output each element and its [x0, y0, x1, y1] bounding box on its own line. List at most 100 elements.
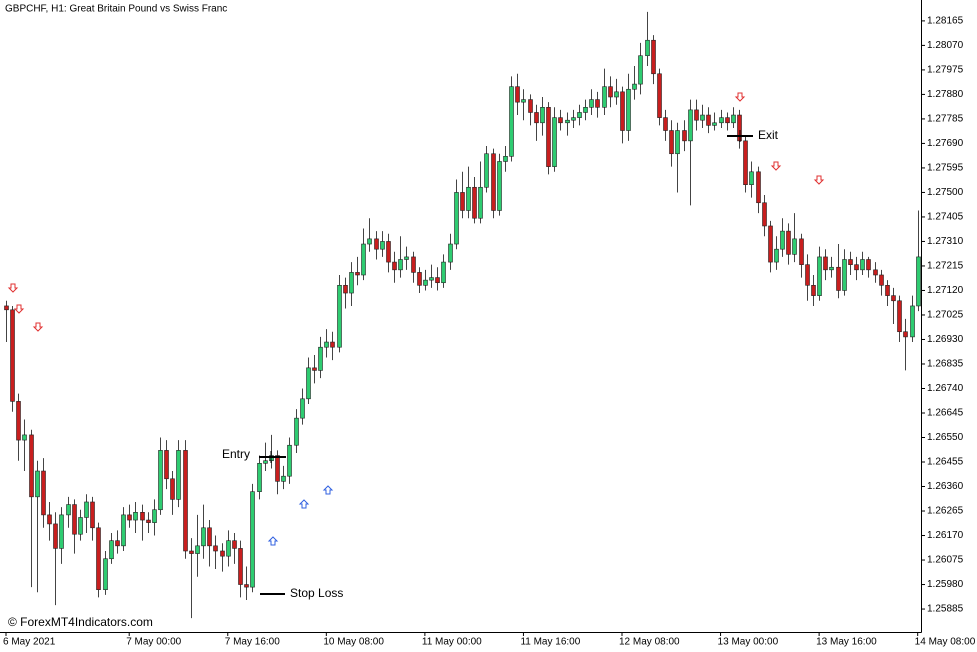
y-tick-label: 1.27310: [927, 236, 964, 247]
candle-body: [503, 156, 508, 162]
candle-body: [423, 279, 428, 286]
x-tick-label: 11 May 00:00: [422, 637, 482, 648]
candle-body: [78, 517, 83, 535]
candle-body: [743, 140, 748, 185]
candle-body: [90, 501, 95, 529]
candle-body: [780, 230, 785, 250]
candle-body: [786, 230, 791, 255]
candle-body: [491, 153, 496, 211]
candle-body: [472, 186, 477, 219]
candle-body: [891, 295, 896, 302]
y-tick-label: 1.28165: [927, 16, 964, 27]
x-tick-label: 13 May 00:00: [718, 637, 779, 648]
candle-body: [226, 540, 231, 557]
candle-body: [158, 450, 163, 511]
candle-body: [207, 527, 212, 547]
y-tick-label: 1.27215: [927, 261, 964, 272]
candle-body: [146, 519, 151, 523]
y-tick-label: 1.27405: [927, 212, 964, 223]
candle-body: [460, 192, 465, 211]
candle-body: [170, 478, 175, 500]
candle-body: [620, 91, 625, 131]
candle-body: [817, 256, 822, 296]
candle-body: [903, 331, 908, 338]
sell-arrows: [7, 92, 825, 332]
candle-body: [534, 112, 539, 124]
sell-arrow: [813, 175, 825, 185]
x-tick-label: 11 May 16:00: [520, 637, 580, 648]
candle-body: [571, 117, 576, 121]
x-tick-label: 14 May 08:00: [915, 637, 976, 648]
x-tick-label: 12 May 08:00: [619, 637, 680, 648]
candle-body: [392, 261, 397, 271]
candle-body: [558, 117, 563, 124]
candle-body: [540, 107, 545, 124]
candle-body: [281, 475, 286, 482]
candle-body: [626, 88, 631, 131]
candle-body: [583, 107, 588, 113]
candle-body: [380, 241, 385, 250]
candle-body: [386, 241, 391, 263]
candle-body: [257, 462, 262, 492]
candle-body: [836, 266, 841, 291]
candle-body: [448, 243, 453, 263]
candle-body: [275, 455, 280, 482]
candle-body: [602, 86, 607, 108]
candle-body: [96, 527, 101, 590]
y-tick-label: 1.25885: [927, 604, 964, 615]
candle-body: [16, 401, 21, 441]
candle-body: [749, 171, 754, 185]
candle-body: [238, 548, 243, 585]
candle-body: [823, 256, 828, 271]
candle-body: [29, 434, 34, 498]
y-tick-label: 1.27120: [927, 285, 964, 296]
candle-body: [59, 514, 64, 549]
candle-body: [614, 91, 619, 98]
candle-body: [337, 285, 342, 348]
candle-body: [411, 256, 416, 273]
sell-arrow: [770, 161, 782, 171]
candle-body: [811, 285, 816, 296]
candle-body: [220, 550, 225, 557]
candle-body: [688, 109, 693, 142]
sell-arrow: [734, 92, 746, 102]
candle-body: [417, 272, 422, 286]
y-tick-label: 1.25980: [927, 579, 964, 590]
candle-body: [860, 259, 865, 271]
y-tick-label: 1.26645: [927, 408, 964, 419]
candle-body: [589, 99, 594, 108]
candle-body: [263, 460, 268, 464]
candle-body: [189, 550, 194, 554]
candle-body: [774, 248, 779, 263]
candle-body: [398, 259, 403, 271]
candle-body: [552, 117, 557, 167]
exit-label: Exit: [758, 128, 779, 142]
candle-body: [712, 122, 717, 126]
candle-body: [595, 99, 600, 108]
candle-body: [176, 450, 181, 500]
candle-body: [404, 256, 409, 260]
candle-body: [916, 256, 921, 307]
candle-body: [152, 509, 157, 523]
candle-body: [53, 523, 58, 549]
x-tick-label: 6 May 2021: [3, 637, 56, 648]
candle-body: [213, 545, 218, 552]
candle-body: [355, 272, 360, 276]
candle-body: [879, 274, 884, 286]
candle-body: [829, 266, 834, 271]
candle-body: [22, 434, 27, 441]
y-tick-label: 1.26075: [927, 555, 964, 566]
candle-body: [441, 261, 446, 284]
candle-body: [454, 192, 459, 245]
candle-body: [756, 171, 761, 204]
candle-body: [183, 450, 188, 552]
stop-loss-label: Stop Loss: [290, 586, 343, 600]
candle-body: [109, 540, 114, 560]
y-tick-label: 1.26740: [927, 383, 964, 394]
candle-body: [41, 470, 46, 516]
candle-body: [195, 545, 200, 554]
candle-body: [330, 341, 335, 348]
y-tick-label: 1.27690: [927, 138, 964, 149]
candle-body: [725, 117, 730, 124]
